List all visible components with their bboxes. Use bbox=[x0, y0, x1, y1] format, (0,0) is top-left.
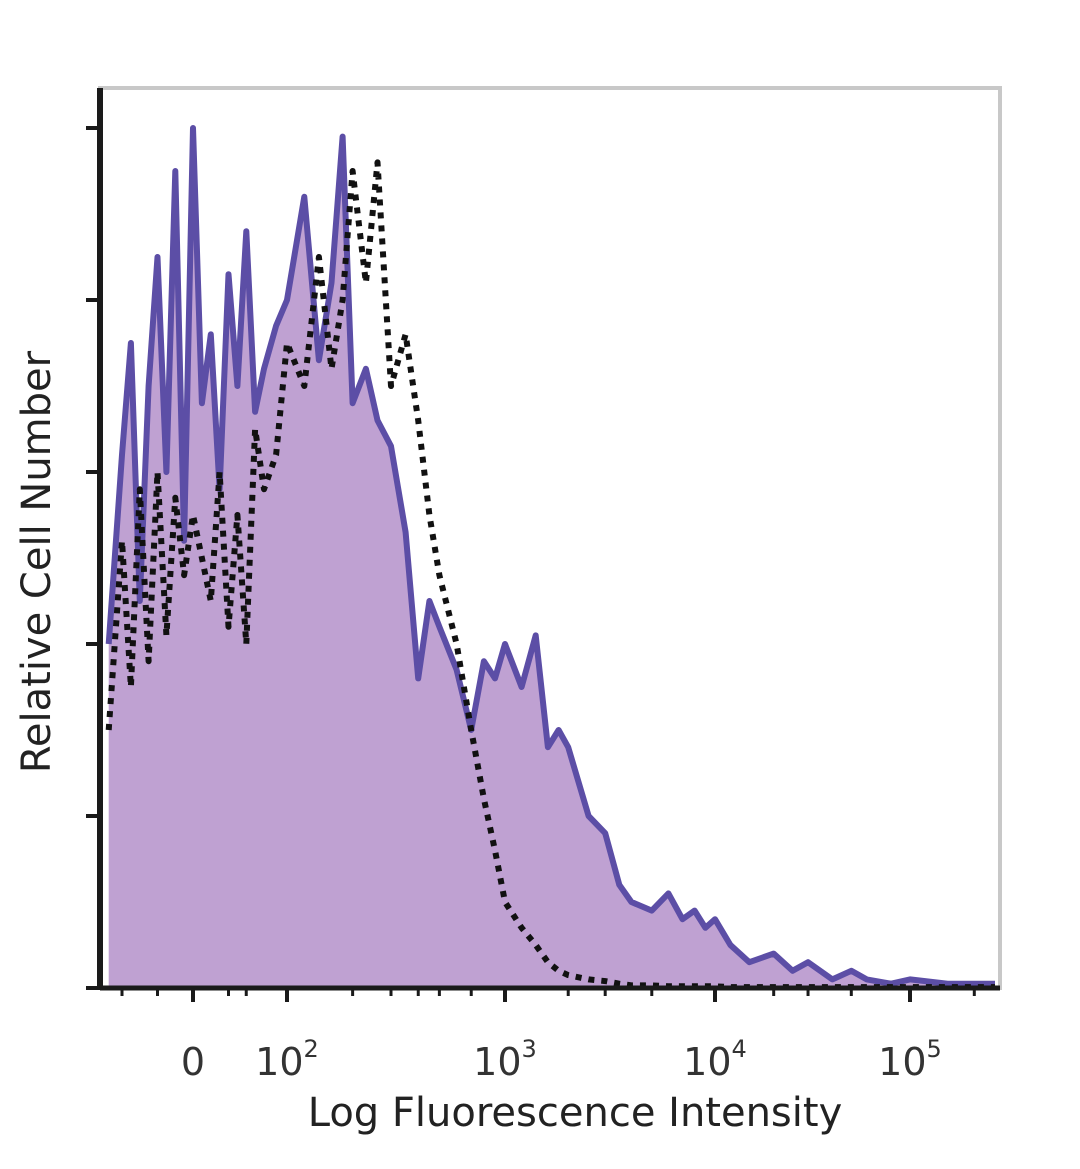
x-tick-label-2: 103 bbox=[473, 1035, 537, 1084]
x-tick-label-1: 102 bbox=[255, 1035, 319, 1084]
series-1-line bbox=[105, 125, 995, 987]
x-axis-ticks: 0 102 103 104 105 bbox=[120, 988, 976, 1084]
x-tick-label-4: 105 bbox=[878, 1035, 942, 1084]
x-tick-label-0: 0 bbox=[181, 1040, 205, 1084]
y-axis-ticks bbox=[86, 126, 100, 990]
x-axis-label: Log Fluorescence Intensity bbox=[308, 1090, 843, 1136]
y-axis-label: Relative Cell Number bbox=[14, 350, 60, 773]
series-1-fill bbox=[108, 128, 995, 988]
x-tick-label-3: 104 bbox=[683, 1035, 747, 1084]
plot-area bbox=[97, 86, 1002, 991]
